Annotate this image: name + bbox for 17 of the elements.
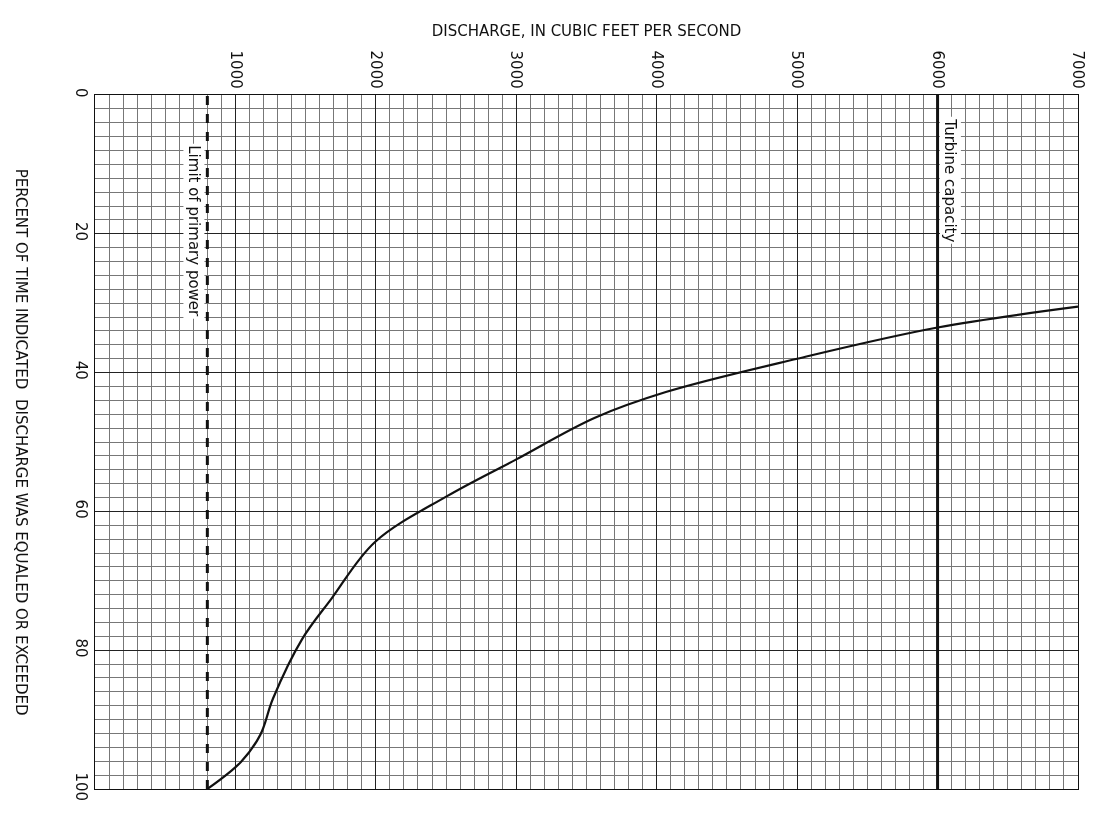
x-tick-label: 3000: [507, 50, 526, 89]
x-tick-label: 7000: [1069, 50, 1088, 89]
x-tick-label: 2000: [366, 50, 385, 89]
y-tick-label: 100: [72, 772, 90, 802]
x-tick-label: 6000: [928, 50, 947, 89]
y-tick-label: 40: [72, 360, 90, 380]
y-tick-label: 80: [72, 638, 90, 658]
ref-line-label: Limit of primary power: [184, 145, 203, 318]
y-axis-title: PERCENT OF TIME INDICATED DISCHARGE WAS EQUALED OR EXCEEDED: [12, 168, 31, 716]
y-tick-label: 0: [72, 87, 90, 98]
y-tick-label: 60: [72, 499, 90, 519]
x-axis-title: DISCHARGE, IN CUBIC FEET PER SECOND: [431, 21, 742, 40]
ref-line-label: Turbine capacity: [941, 118, 960, 243]
x-tick-label: 5000: [788, 50, 807, 89]
x-tick-label: 1000: [226, 50, 245, 89]
x-tick-label: 4000: [647, 50, 666, 89]
y-tick-label: 20: [72, 222, 90, 242]
